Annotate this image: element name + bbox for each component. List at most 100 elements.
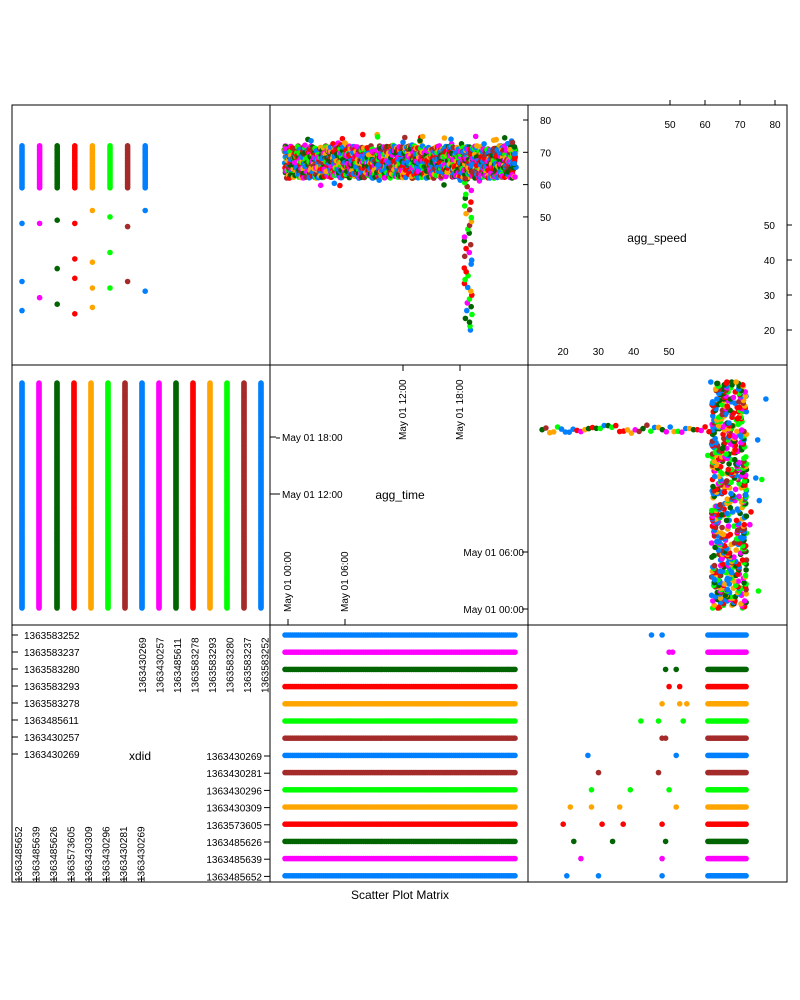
- speed-outlier-point: [107, 285, 113, 291]
- time-stripe-point: [88, 380, 94, 386]
- time-speed-drop-point: [463, 210, 469, 217]
- time-speed-drop-point: [461, 203, 468, 209]
- speed-outlier-point: [19, 220, 25, 227]
- time-speed-drop-point: [467, 241, 474, 248]
- speed-outlier-point: [36, 294, 43, 301]
- time-speed-point: [376, 177, 383, 183]
- time-speed-point: [337, 182, 343, 189]
- time-speed-point: [509, 139, 516, 146]
- time-speed-drop-point: [468, 303, 475, 310]
- speed-outlier-point: [36, 220, 43, 227]
- time-stripe-point: [207, 380, 213, 386]
- time-speed-drop-point: [462, 176, 469, 182]
- speed-outlier-point: [107, 249, 113, 256]
- time-stripe-point: [241, 380, 247, 386]
- time-speed-point: [511, 150, 518, 157]
- speed-outlier-point: [19, 278, 25, 285]
- time-speed-point: [448, 136, 454, 142]
- time-speed-point: [419, 133, 426, 140]
- speed-outlier-point: [54, 217, 60, 223]
- time-stripe-point: [173, 380, 179, 386]
- speed-time-point: [755, 588, 762, 594]
- time-speed-point: [308, 138, 314, 144]
- speed-outlier-point: [72, 311, 78, 317]
- speed-outlier-point: [107, 214, 113, 220]
- time-stripe-point: [190, 380, 196, 386]
- time-speed-drop-point: [469, 311, 475, 318]
- speed-point: [142, 143, 148, 149]
- speed-point: [89, 143, 96, 149]
- time-speed-point: [511, 144, 518, 150]
- time-speed-drop-point: [468, 257, 475, 264]
- time-speed-drop-point: [462, 276, 468, 283]
- time-speed-drop-point: [468, 288, 474, 295]
- time-speed-drop-point: [466, 249, 473, 256]
- time-speed-point: [472, 133, 479, 140]
- time-speed-point: [402, 134, 408, 141]
- time-speed-point: [511, 160, 518, 167]
- time-stripe-point: [36, 380, 42, 386]
- time-stripe-point: [54, 380, 60, 386]
- speed-outlier-point: [72, 256, 78, 262]
- time-speed-point: [400, 139, 406, 146]
- speed-point: [124, 143, 131, 149]
- speed-outlier-point: [72, 220, 78, 227]
- time-speed-point: [331, 180, 338, 187]
- speed-outlier-point: [19, 307, 25, 314]
- time-stripe-point: [19, 380, 25, 386]
- speed-point: [54, 143, 60, 149]
- time-speed-drop-point: [464, 284, 471, 291]
- speed-outlier-point: [142, 288, 148, 295]
- time-speed-drop-point: [468, 199, 474, 205]
- time-speed-point: [317, 182, 324, 189]
- speed-point: [107, 143, 113, 149]
- time-speed-drop-point: [461, 253, 468, 260]
- speed-outlier-point: [54, 301, 60, 308]
- time-speed-point: [417, 137, 423, 144]
- time-speed-drop-point: [462, 315, 469, 322]
- time-speed-drop-point: [463, 245, 469, 252]
- time-speed-drop-point: [461, 265, 468, 271]
- time-speed-point: [302, 142, 308, 148]
- speed-outlier-point: [124, 278, 131, 285]
- time-speed-drop-point: [461, 234, 468, 240]
- speed-time-point: [708, 592, 715, 599]
- points-layer: [19, 131, 769, 879]
- speed-point: [72, 143, 78, 149]
- speed-outlier-point: [89, 259, 96, 266]
- time-stripe-point: [156, 380, 162, 386]
- time-stripe-point: [139, 380, 145, 386]
- speed-outlier-point: [89, 304, 96, 311]
- time-stripe-point: [71, 380, 77, 386]
- time-speed-point: [481, 141, 487, 147]
- time-stripe-point: [122, 380, 128, 386]
- time-speed-point: [441, 182, 447, 188]
- time-speed-point: [443, 173, 449, 180]
- time-speed-drop-point: [466, 319, 473, 326]
- time-speed-point: [360, 131, 366, 138]
- speed-outlier-point: [89, 207, 96, 214]
- speed-point: [19, 143, 25, 149]
- time-stripe-point: [105, 380, 111, 386]
- time-speed-drop-point: [468, 214, 475, 221]
- time-speed-point: [493, 136, 500, 143]
- time-speed-point: [354, 144, 360, 150]
- speed-time-point: [741, 598, 748, 604]
- time-speed-drop-point: [463, 191, 469, 198]
- time-speed-point: [374, 134, 381, 140]
- time-stripe-point: [224, 380, 230, 386]
- time-speed-point: [512, 174, 518, 180]
- speed-outlier-point: [54, 265, 60, 272]
- speed-outlier-point: [89, 285, 96, 291]
- time-speed-drop-point: [466, 207, 473, 213]
- time-speed-point: [501, 135, 508, 141]
- speed-point: [36, 143, 43, 149]
- time-speed-drop-point: [468, 187, 475, 194]
- time-speed-point: [339, 135, 346, 142]
- speed-outlier-point: [72, 275, 78, 282]
- time-speed-point: [512, 155, 518, 161]
- speed-outlier-point: [124, 223, 131, 230]
- time-stripe-point: [258, 380, 264, 386]
- speed-outlier-point: [142, 207, 148, 214]
